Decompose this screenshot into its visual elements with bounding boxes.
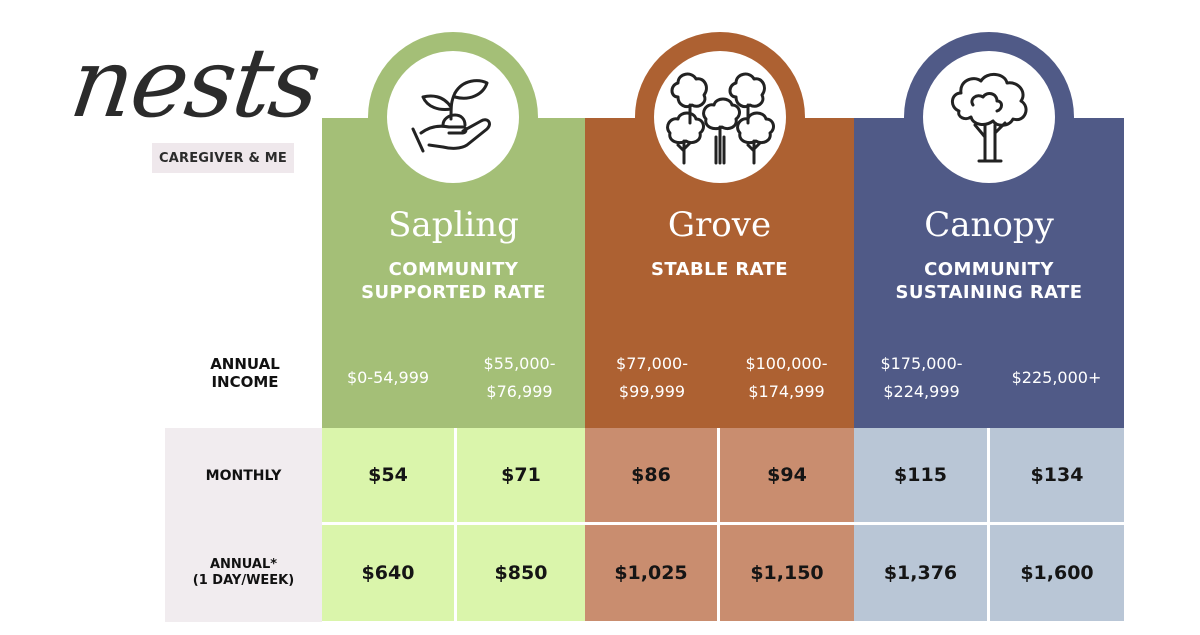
- row-label-annual-income: ANNUAL INCOME: [210, 355, 280, 391]
- grove-monthly-1: $86: [585, 428, 717, 522]
- row-label-annual: ANNUAL* (1 DAY/WEEK): [165, 524, 322, 622]
- grove-income-1: $77,000- $99,999: [616, 354, 688, 401]
- canopy-monthly-1: $115: [854, 428, 987, 522]
- sapling-annual-2: $850: [457, 525, 585, 621]
- brand-logo: nests: [64, 27, 326, 139]
- canopy-income-2: $225,000+: [1011, 368, 1102, 387]
- sapling-annual-1: $640: [322, 525, 454, 621]
- canopy-tier-rate: COMMUNITY SUSTAINING RATE: [895, 259, 1083, 303]
- canopy-income-1: $175,000- $224,999: [880, 354, 963, 401]
- grove-tier-rate: STABLE RATE: [651, 259, 788, 280]
- sapling-tier-rate: COMMUNITY SUPPORTED RATE: [361, 259, 546, 303]
- sapling-income-1: $0-54,999: [346, 368, 430, 387]
- sapling-icon-circle: [387, 51, 519, 183]
- tree-grove-icon: [666, 72, 775, 165]
- canopy-annual-1: $1,376: [854, 525, 987, 621]
- canopy-monthly-2: $134: [990, 428, 1124, 522]
- sapling-monthly-1: $54: [322, 428, 454, 522]
- brand-badge: CAREGIVER & ME: [152, 143, 294, 173]
- grove-annual-2: $1,150: [720, 525, 854, 621]
- row-label-monthly: MONTHLY: [165, 428, 322, 524]
- grove-icon-circle: [654, 51, 786, 183]
- grove-income-2: $100,000- $174,999: [745, 354, 828, 401]
- grove-monthly-2: $94: [720, 428, 854, 522]
- big-tree-icon: [951, 73, 1028, 163]
- hand-plant-icon: [411, 79, 491, 153]
- grove-annual-1: $1,025: [585, 525, 717, 621]
- sapling-tier-name: Sapling: [388, 205, 519, 245]
- canopy-annual-2: $1,600: [990, 525, 1124, 621]
- canopy-tier-name: Canopy: [924, 205, 1054, 245]
- sapling-monthly-2: $71: [457, 428, 585, 522]
- grove-tier-name: Grove: [667, 205, 772, 245]
- canopy-icon-circle: [923, 51, 1055, 183]
- sapling-income-2: $55,000- $76,999: [483, 354, 556, 401]
